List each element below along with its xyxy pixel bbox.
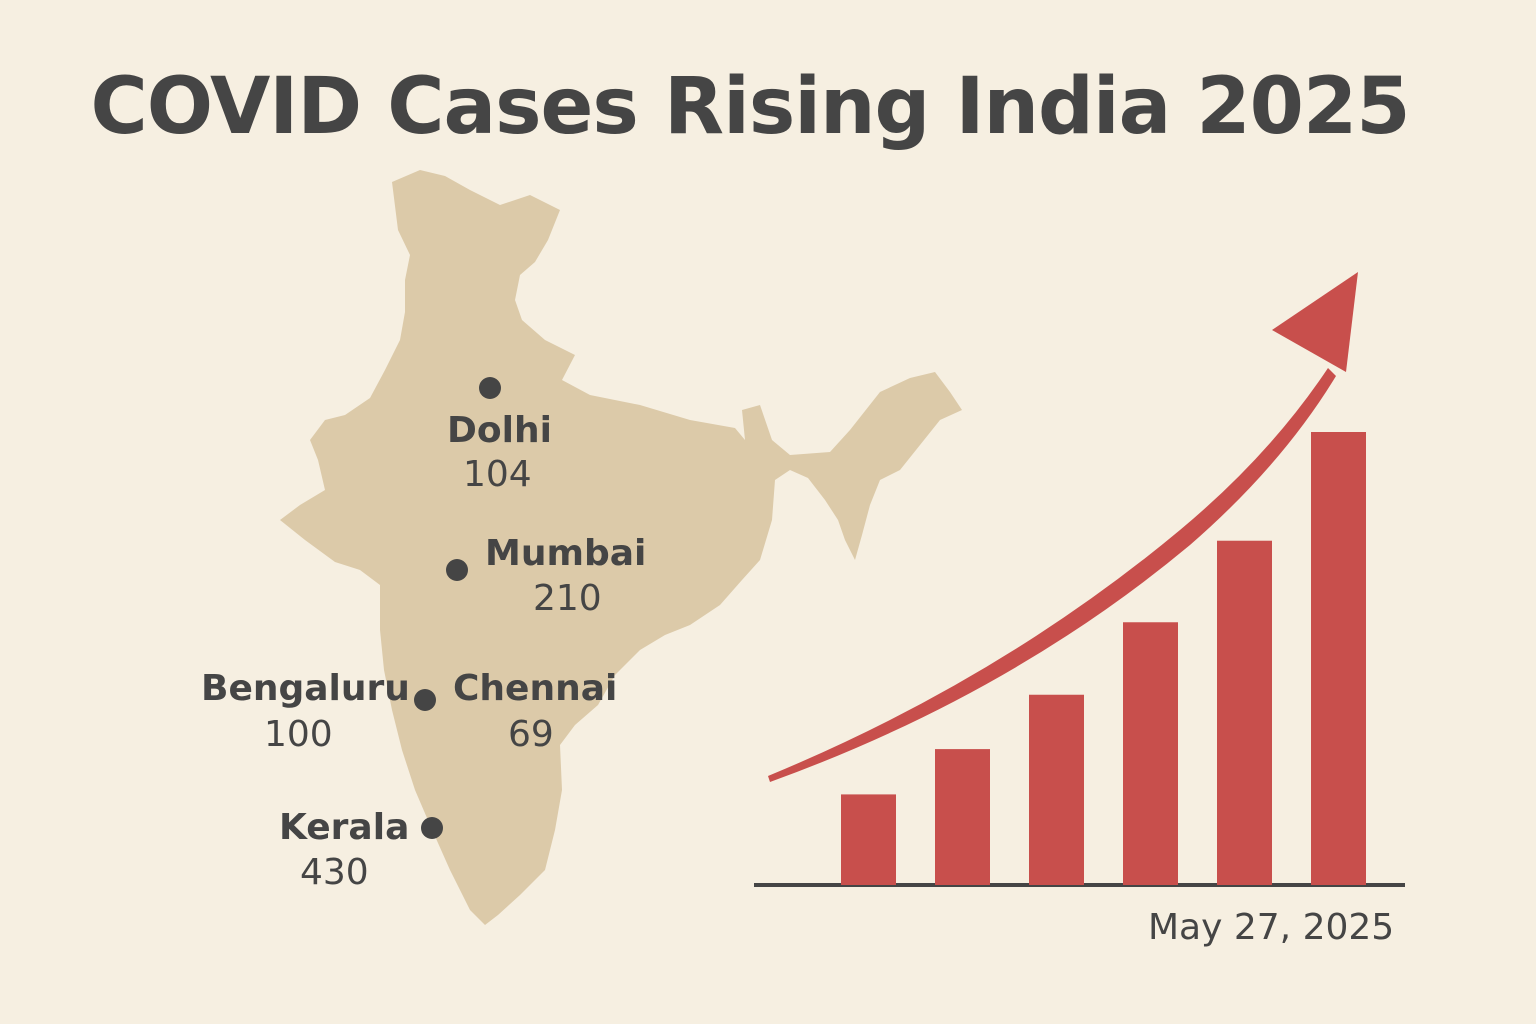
city-count-mumbai: 210	[533, 578, 602, 619]
city-count-delhi: 104	[463, 454, 532, 495]
bar-series	[841, 432, 1366, 885]
city-count-chennai: 69	[508, 714, 554, 755]
city-label-delhi: Dolhi	[447, 410, 552, 451]
bar-1	[841, 794, 896, 885]
city-count-bengaluru: 100	[264, 714, 333, 755]
date-label: May 27, 2025	[1148, 907, 1395, 948]
city-label-kerala: Kerala	[279, 807, 410, 848]
bar-4	[1123, 622, 1178, 885]
page-title: COVID Cases Rising India 2025	[90, 62, 1410, 152]
city-label-bengaluru: Bengaluru	[201, 668, 410, 709]
city-marker-mumbai	[446, 559, 468, 581]
bar-5	[1217, 540, 1272, 885]
city-marker-delhi	[479, 377, 501, 399]
city-marker-bengaluru	[414, 689, 436, 711]
bar-6	[1311, 432, 1366, 885]
bar-3	[1029, 694, 1084, 885]
india-map	[280, 170, 962, 925]
city-marker-kerala	[421, 817, 443, 839]
city-label-mumbai: Mumbai	[485, 533, 647, 574]
bar-2	[935, 749, 990, 885]
trend-arrow-head	[1272, 272, 1358, 372]
city-label-chennai: Chennai	[453, 668, 618, 709]
city-count-kerala: 430	[300, 852, 369, 893]
